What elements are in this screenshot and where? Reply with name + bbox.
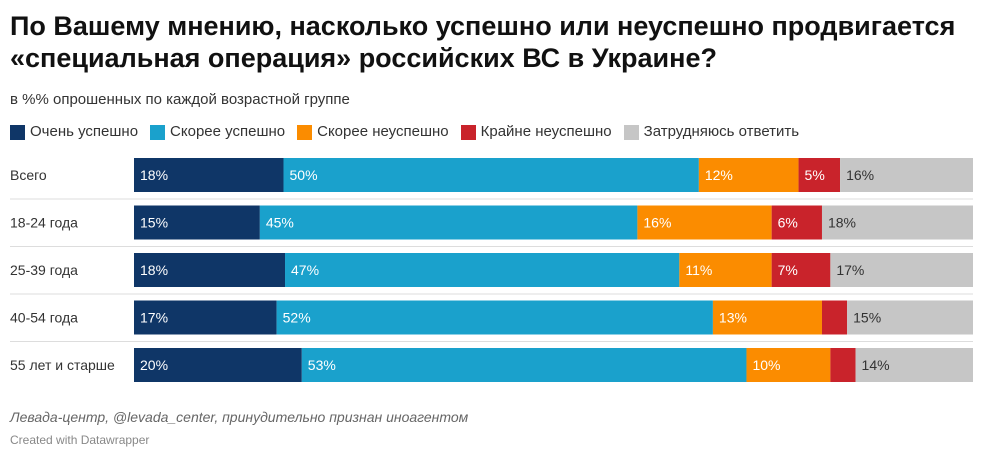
data-label: 16%	[643, 215, 671, 231]
bar-segment	[301, 348, 747, 382]
legend-swatch	[10, 124, 25, 140]
bar-segment	[698, 158, 799, 192]
data-label: 52%	[283, 310, 311, 326]
bar-segment	[746, 348, 831, 382]
legend-label: Скорее успешно	[170, 123, 286, 140]
category-label: 40-54 года	[10, 310, 78, 326]
bar-segment	[259, 205, 638, 240]
bar-segment	[134, 253, 286, 287]
credit-note: Created with Datawrapper	[10, 433, 150, 447]
bar-segment	[712, 300, 822, 335]
data-label: 5%	[805, 167, 825, 183]
data-label: 53%	[308, 357, 336, 373]
legend-swatch	[297, 124, 313, 140]
bar-segment	[821, 300, 848, 335]
legend-item: Очень успешно	[10, 122, 138, 142]
bar-segment	[134, 205, 260, 240]
data-label: 47%	[291, 262, 319, 278]
data-label: 11%	[685, 262, 712, 278]
legend: Очень успешно Скорее успешно Скорее неуспе…	[10, 122, 811, 142]
data-label: 18%	[140, 167, 168, 183]
data-label: 15%	[140, 215, 168, 231]
category-label: 18-24 года	[10, 215, 78, 231]
bar-segment	[771, 253, 831, 287]
data-label: 12%	[705, 167, 733, 183]
data-label: 17%	[140, 310, 168, 326]
chart-title: По Вашему мнению, насколько успешно или …	[10, 11, 956, 73]
bar-segment	[840, 158, 973, 192]
category-label: Всего	[10, 167, 47, 183]
data-label: 10%	[752, 357, 780, 373]
data-label: 16%	[846, 167, 874, 183]
legend-item: Крайне неуспешно	[460, 122, 612, 142]
bar-segment	[285, 253, 680, 287]
legend-label: Скорее неуспешно	[317, 123, 449, 140]
data-label: 18%	[140, 262, 168, 278]
category-label: 55 лет и старше	[10, 357, 115, 373]
legend-swatch	[623, 124, 639, 140]
legend-label: Затрудняюсь ответить	[643, 123, 800, 140]
data-label: 7%	[778, 262, 798, 278]
chart-subtitle: в %% опрошенных по каждой возрастной гру…	[10, 91, 350, 108]
bar-segment	[830, 348, 856, 382]
bar-segment	[283, 158, 699, 192]
data-label: 20%	[140, 357, 168, 373]
data-label: 13%	[719, 310, 747, 326]
bar-segment	[855, 348, 973, 382]
data-label: 17%	[836, 262, 864, 278]
legend-label: Очень успешно	[30, 123, 139, 140]
data-label: 14%	[862, 357, 890, 373]
legend-swatch	[460, 124, 476, 140]
legend-item: Скорее успешно	[150, 122, 285, 142]
bar-segment	[134, 158, 284, 192]
bar-segment	[276, 300, 713, 335]
source-note: Левада-центр, @levada_center, принудител…	[10, 409, 469, 425]
bar-segment	[771, 205, 822, 240]
data-label: 18%	[828, 215, 856, 231]
category-label: 25-39 года	[10, 262, 78, 278]
legend-swatch	[150, 124, 166, 140]
legend-item: Затрудняюсь ответить	[623, 122, 800, 142]
bar-segment	[847, 300, 973, 335]
bar-segment	[830, 253, 973, 287]
bar-segment	[821, 205, 973, 240]
bar-segment	[637, 205, 772, 240]
legend-label: Крайне неуспешно	[480, 123, 612, 140]
bar-segment	[134, 348, 302, 382]
data-label: 50%	[290, 167, 318, 183]
legend-item: Скорее неуспешно	[297, 122, 449, 142]
data-label: 15%	[853, 310, 881, 326]
bar-segment	[798, 158, 841, 192]
bar-segment	[134, 300, 277, 335]
data-label: 45%	[266, 215, 294, 231]
data-label: 6%	[778, 215, 798, 231]
bar-segment	[679, 253, 772, 287]
